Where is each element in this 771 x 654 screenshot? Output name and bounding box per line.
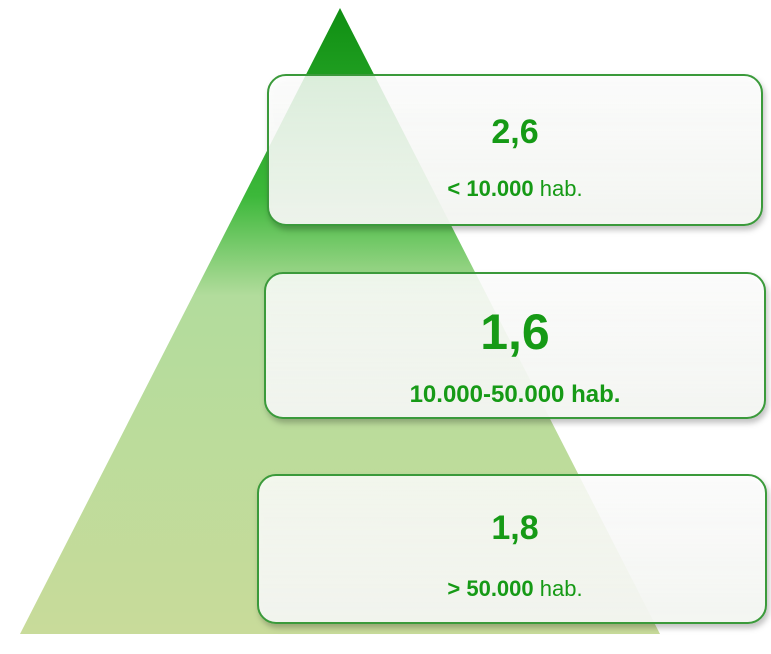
box bbox=[267, 74, 763, 226]
label: > 50.000 hab. bbox=[447, 576, 582, 601]
box bbox=[257, 474, 767, 624]
range: 10.000-50.000 bbox=[410, 381, 565, 408]
value: 1,8 bbox=[491, 509, 538, 547]
range: > 50.000 bbox=[447, 576, 533, 601]
unit: hab. bbox=[540, 176, 583, 201]
label: 10.000-50.000 hab. bbox=[410, 381, 621, 408]
unit: hab. bbox=[540, 576, 583, 601]
label: < 10.000 hab. bbox=[447, 176, 582, 201]
value: 2,6 bbox=[491, 113, 538, 151]
unit: hab. bbox=[571, 381, 620, 408]
range: < 10.000 bbox=[447, 176, 533, 201]
value: 1,6 bbox=[480, 304, 550, 360]
box bbox=[264, 272, 766, 419]
